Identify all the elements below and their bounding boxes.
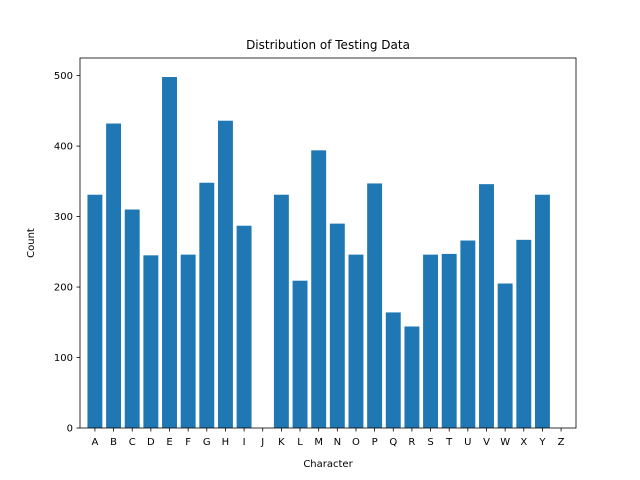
x-tick-label-L: L <box>297 437 303 448</box>
x-tick-label-M: M <box>314 437 323 448</box>
bar-M <box>311 150 327 428</box>
bar-P <box>367 183 383 428</box>
x-tick-label-U: U <box>464 437 471 448</box>
x-tick-label-I: I <box>243 437 246 448</box>
x-tick-label-K: K <box>278 437 285 448</box>
bar-F <box>180 254 196 428</box>
x-tick-label-R: R <box>408 437 415 448</box>
x-tick-label-Z: Z <box>558 437 565 448</box>
bar-W <box>497 283 513 428</box>
x-tick-label-D: D <box>147 437 155 448</box>
y-axis-ticks: 0 100 200 300 400 500 <box>54 71 80 435</box>
bar-E <box>162 77 177 428</box>
x-tick-label-T: T <box>445 437 453 448</box>
bar-R <box>404 326 420 428</box>
bars-group <box>87 77 550 428</box>
bar-V <box>479 184 494 428</box>
x-tick-label-F: F <box>185 437 191 448</box>
x-tick-label-Y: Y <box>538 437 546 448</box>
x-tick-label-A: A <box>91 437 98 448</box>
bar-I <box>236 225 252 428</box>
bar-S <box>423 254 439 428</box>
x-tick-label-P: P <box>372 437 378 448</box>
bar-L <box>292 280 308 428</box>
x-tick-label-X: X <box>520 437 527 448</box>
x-tick-label-G: G <box>203 437 211 448</box>
bar-Q <box>385 312 401 428</box>
bar-G <box>199 182 215 428</box>
x-tick-label-O: O <box>352 437 360 448</box>
x-tick-label-C: C <box>129 437 136 448</box>
x-tick-label-J: J <box>260 437 264 448</box>
y-tick-label: 500 <box>54 71 73 82</box>
bar-K <box>273 194 289 428</box>
x-tick-label-Q: Q <box>389 437 397 448</box>
plot-frame <box>79 57 577 429</box>
bar-N <box>329 223 345 428</box>
x-tick-label-N: N <box>334 437 341 448</box>
bar-A <box>87 194 103 428</box>
y-tick-label: 300 <box>54 212 73 223</box>
x-tick-label-S: S <box>427 437 433 448</box>
x-tick-label-E: E <box>166 437 172 448</box>
x-axis-label: Character <box>303 459 353 470</box>
bar-H <box>217 120 233 428</box>
bar-B <box>106 123 122 428</box>
bar-O <box>348 254 364 428</box>
x-tick-label-W: W <box>500 437 510 448</box>
bar-D <box>143 255 159 428</box>
y-tick-label: 200 <box>54 283 73 294</box>
x-tick-label-B: B <box>110 437 117 448</box>
bar-X <box>516 239 532 428</box>
chart-title: Distribution of Testing Data <box>246 38 410 52</box>
y-axis-label: Count <box>26 228 37 258</box>
bar-Y <box>534 194 550 428</box>
y-tick-label: 0 <box>67 424 73 435</box>
y-tick-label: 100 <box>54 353 73 364</box>
x-tick-label-V: V <box>483 437 490 448</box>
x-tick-label-H: H <box>222 437 230 448</box>
bar-C <box>124 209 140 428</box>
y-tick-label: 400 <box>54 142 73 153</box>
bar-T <box>441 253 457 428</box>
bar-U <box>460 240 476 428</box>
